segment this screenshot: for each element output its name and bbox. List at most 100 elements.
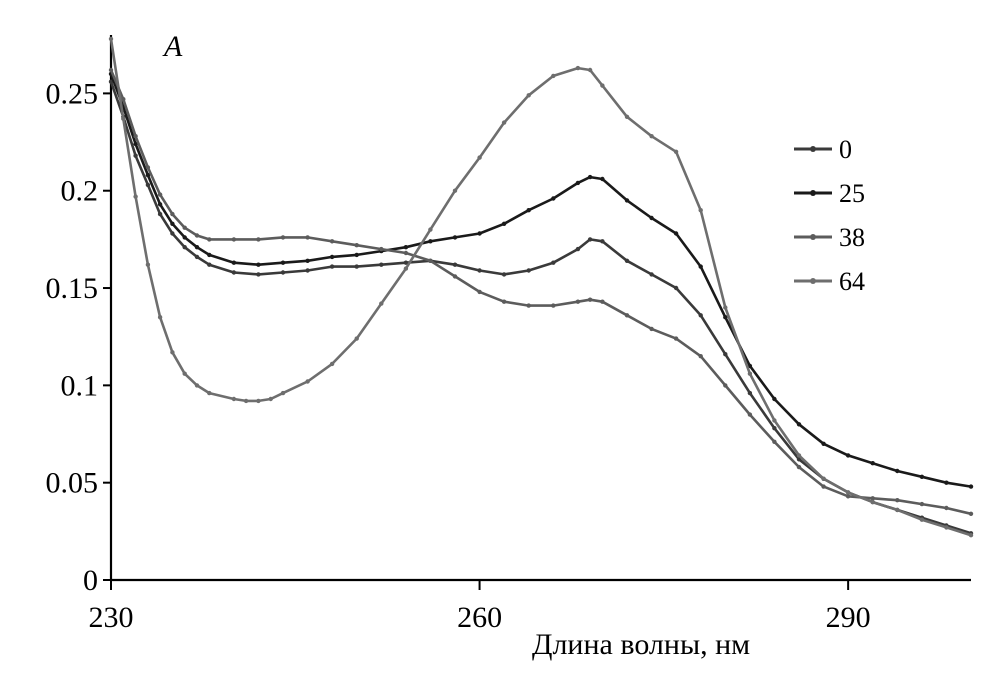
data-point-38 [919,501,925,507]
data-point-0 [526,268,531,273]
data-point-64 [796,453,802,458]
data-point-25 [207,252,212,258]
data-point-25 [452,235,458,240]
legend-label-0: 0 [839,135,852,164]
data-point-38 [157,192,163,197]
data-point-0 [772,426,777,431]
data-point-38 [624,313,630,318]
data-point-0 [723,352,728,357]
data-point-0 [624,258,630,263]
data-point-25 [600,176,605,182]
data-point-38 [121,97,126,102]
data-point-38 [145,165,151,170]
data-point-25 [587,174,593,180]
data-point-38 [723,383,728,388]
data-point-0 [305,268,310,273]
y-axis-label: A [162,30,183,63]
data-point-25 [747,363,753,369]
data-point-38 [551,303,556,308]
legend-marker-64 [810,278,816,284]
data-point-64 [968,533,974,538]
data-point-38 [587,297,593,302]
data-point-38 [108,67,114,73]
data-point-0 [600,239,605,244]
data-point-0 [477,268,482,273]
data-point-0 [379,262,384,267]
data-point-38 [895,498,900,503]
series-layer [108,36,974,538]
data-point-64 [944,525,949,530]
data-point-64 [305,379,310,384]
data-point-38 [329,239,335,244]
y-tick-label: 0.2 [61,175,99,208]
data-point-25 [526,208,531,213]
data-point-0 [575,246,581,252]
data-point-64 [133,194,138,199]
y-tick-label: 0.05 [46,467,99,500]
data-point-25 [477,231,482,236]
data-point-64 [428,227,433,232]
data-point-64 [698,208,703,213]
data-point-64 [477,155,482,160]
data-point-64 [268,396,273,402]
x-axis-ticks: 230 260 290 [89,580,871,634]
data-point-64 [194,383,200,388]
data-point-0 [673,285,679,291]
legend-label-25: 25 [839,179,865,208]
data-point-25 [551,196,556,201]
data-point-25 [501,221,507,226]
data-point-64 [895,507,900,513]
data-point-64 [587,67,593,73]
x-tick-label: 290 [826,601,871,634]
plot-area: 230 260 290 0 0.05 0.1 0.15 0.2 0.25 [46,35,974,634]
data-point-38 [379,246,384,252]
data-point-0 [403,260,409,265]
data-point-38 [428,258,433,263]
data-point-64 [452,188,458,193]
data-point-64 [919,517,925,522]
data-point-64 [121,116,126,121]
data-point-25 [280,260,286,265]
data-point-25 [870,461,875,466]
data-point-64 [182,371,187,376]
data-point-25 [305,258,310,263]
data-point-38 [170,211,175,217]
data-point-0 [145,182,151,188]
data-point-38 [452,274,458,279]
data-point-0 [452,262,458,267]
legend-label-38: 38 [839,223,865,252]
y-tick-label: 0.25 [46,77,99,110]
data-point-25 [624,198,630,203]
data-point-64 [108,36,114,42]
data-point-64 [329,361,335,367]
data-point-38 [403,250,409,256]
data-point-0 [747,390,753,396]
data-point-38 [280,235,286,240]
data-point-64 [551,73,556,79]
data-point-0 [587,237,593,242]
data-point-25 [723,315,728,320]
legend-marker-38 [810,234,816,240]
data-point-38 [526,303,531,308]
data-point-38 [305,235,310,240]
data-point-0 [182,245,187,250]
data-point-25 [231,260,237,265]
data-point-38 [796,464,802,470]
data-point-38 [231,237,237,242]
data-point-0 [194,254,200,260]
data-point-64 [723,305,728,310]
data-point-64 [772,418,777,423]
data-point-0 [108,79,114,84]
data-point-64 [145,262,151,267]
data-point-25 [428,239,433,244]
data-point-38 [747,412,753,417]
data-point-25 [194,245,200,250]
data-point-0 [280,270,286,275]
data-point-25 [919,474,925,479]
data-point-0 [354,264,359,269]
data-point-0 [256,272,261,277]
data-point-0 [157,211,163,217]
data-point-64 [243,398,249,404]
data-point-25 [796,422,802,427]
data-point-25 [772,396,777,402]
